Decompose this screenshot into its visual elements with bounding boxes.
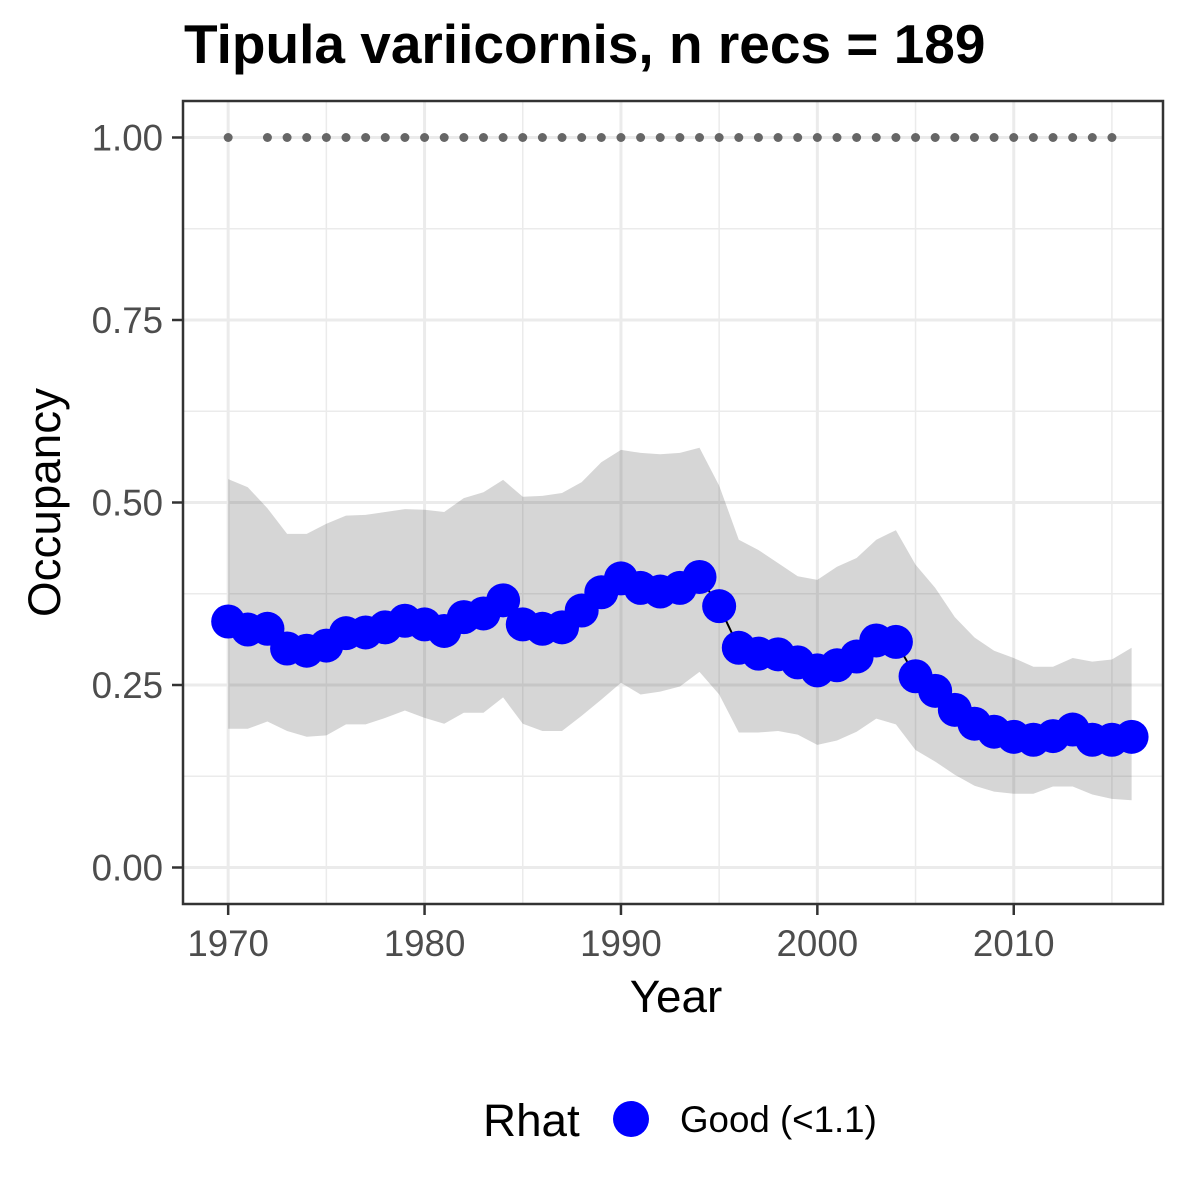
record-year-marker	[989, 133, 999, 142]
record-year-marker	[420, 133, 430, 142]
y-tick-label: 1.00	[92, 118, 163, 159]
y-axis-title: Occupancy	[19, 388, 70, 617]
record-year-marker	[1009, 133, 1019, 142]
legend-key-point	[613, 1101, 649, 1137]
record-year-marker	[734, 133, 744, 142]
record-year-marker	[793, 133, 803, 142]
record-year-marker	[478, 133, 488, 142]
record-year-marker	[321, 133, 331, 142]
x-tick-label: 2010	[973, 923, 1055, 964]
record-year-marker	[636, 133, 646, 142]
record-year-marker	[812, 133, 822, 142]
record-year-marker	[439, 133, 449, 142]
record-year-marker	[1048, 133, 1058, 142]
major-gridlines	[183, 101, 1163, 904]
occupancy-point	[878, 624, 913, 659]
x-tick-label: 1980	[384, 923, 466, 964]
record-year-marker	[969, 133, 979, 142]
record-year-marker	[753, 133, 763, 142]
y-tick-label: 0.25	[92, 665, 163, 706]
record-year-marker	[380, 133, 390, 142]
occupancy-point	[702, 589, 737, 624]
legend: Rhat Good (<1.1)	[483, 1095, 877, 1146]
y-tick-label: 0.75	[92, 300, 163, 341]
record-year-marker	[518, 133, 528, 142]
y-tick-label: 0.00	[92, 848, 163, 889]
x-axis: 1970 1980 1990 2000 2010	[187, 904, 1055, 964]
record-year-marker	[223, 133, 233, 142]
record-year-marker	[773, 133, 783, 142]
record-year-marker	[714, 133, 724, 142]
record-year-marker	[577, 133, 587, 142]
occupancy-points	[211, 559, 1149, 757]
record-year-marker	[341, 133, 351, 142]
x-tick-label: 2000	[777, 923, 859, 964]
record-year-marker	[596, 133, 606, 142]
record-year-marker	[871, 133, 881, 142]
record-year-marker	[537, 133, 547, 142]
chart-title: Tipula variicornis, n recs = 189	[184, 13, 985, 75]
record-year-marker	[891, 133, 901, 142]
record-year-marker	[852, 133, 862, 142]
legend-title: Rhat	[483, 1095, 580, 1146]
y-axis: 0.00 0.25 0.50 0.75 1.00	[92, 118, 183, 889]
record-year-marker	[361, 133, 371, 142]
record-year-marker	[282, 133, 292, 142]
record-year-marker	[911, 133, 921, 142]
record-year-marker	[459, 133, 469, 142]
x-axis-title: Year	[630, 971, 723, 1022]
record-year-marker	[616, 133, 626, 142]
record-year-marker	[1107, 133, 1117, 142]
occupancy-point	[486, 583, 521, 618]
record-year-marker	[695, 133, 705, 142]
record-year-marker	[832, 133, 842, 142]
occupancy-point	[682, 559, 717, 594]
record-year-marker	[400, 133, 410, 142]
record-year-marker	[262, 133, 272, 142]
confidence-ribbon	[228, 447, 1132, 801]
record-year-marker	[557, 133, 567, 142]
occupancy-point	[1114, 719, 1149, 754]
legend-label: Good (<1.1)	[680, 1099, 877, 1140]
x-tick-label: 1990	[580, 923, 662, 964]
record-year-marker	[675, 133, 685, 142]
record-year-marker	[930, 133, 940, 142]
record-year-marker	[498, 133, 508, 142]
record-year-markers	[223, 133, 1117, 142]
y-tick-label: 0.50	[92, 483, 163, 524]
record-year-marker	[1068, 133, 1078, 142]
record-year-marker	[1087, 133, 1097, 142]
x-tick-label: 1970	[187, 923, 269, 964]
record-year-marker	[1028, 133, 1038, 142]
record-year-marker	[302, 133, 312, 142]
record-year-marker	[655, 133, 665, 142]
record-year-marker	[950, 133, 960, 142]
